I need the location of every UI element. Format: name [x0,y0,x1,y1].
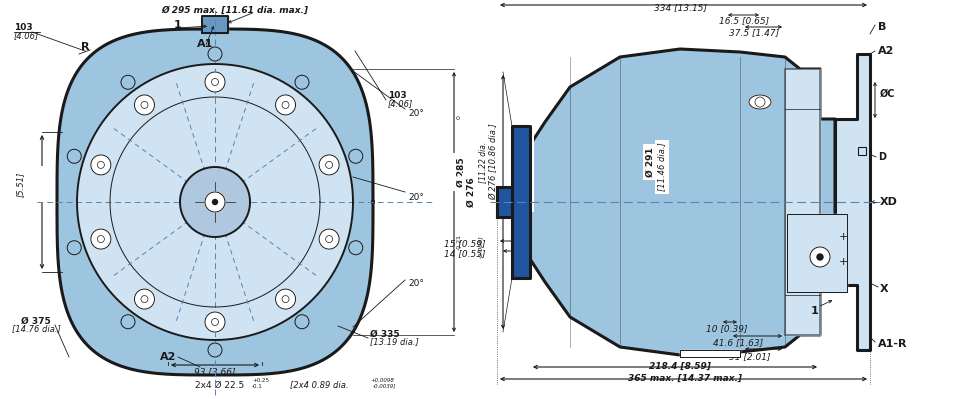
Text: A1: A1 [196,39,213,49]
Text: Ø 375: Ø 375 [21,316,51,326]
Text: 365 max. [14.37 max.]: 365 max. [14.37 max.] [628,374,742,383]
Polygon shape [787,214,847,292]
Text: 14 [0.55]: 14 [0.55] [445,249,486,259]
Circle shape [295,75,309,89]
Circle shape [213,200,218,205]
Polygon shape [180,167,250,237]
Circle shape [208,47,222,61]
Text: Ø 285: Ø 285 [457,157,466,187]
Circle shape [205,192,225,212]
Text: [6.92 dia. ±0.0039]: [6.92 dia. ±0.0039] [523,134,531,209]
Text: 140: 140 [25,175,34,194]
Text: Ø 276 [10.86 dia.]: Ø 276 [10.86 dia.] [489,124,498,200]
Text: D: D [878,152,886,162]
Text: +: + [838,232,848,242]
Text: X: X [880,284,889,294]
Text: [5.51]: [5.51] [16,172,24,197]
Circle shape [91,155,110,175]
Polygon shape [680,350,740,357]
Bar [858,147,866,155]
Circle shape [295,315,309,329]
Circle shape [276,289,295,309]
Text: 103: 103 [388,91,406,101]
Text: +: + [838,257,848,267]
Circle shape [208,343,222,357]
Text: A2: A2 [160,352,176,362]
Text: 93 [3.66]: 93 [3.66] [194,367,235,377]
Text: -0.1: -0.1 [252,383,263,389]
Text: 218.4 [8.59]: 218.4 [8.59] [649,362,711,371]
Ellipse shape [749,95,771,109]
Polygon shape [202,16,228,33]
Circle shape [135,289,154,309]
Text: -0.008]: -0.008] [478,236,483,259]
Text: -0.0039]: -0.0039] [373,383,397,389]
Text: A2: A2 [878,46,894,56]
Circle shape [121,75,135,89]
Circle shape [205,72,225,92]
Circle shape [817,254,823,260]
Circle shape [135,95,154,115]
Text: 2x4 Ø 22.5: 2x4 Ø 22.5 [195,381,244,389]
Circle shape [319,229,339,249]
Polygon shape [785,69,820,335]
Circle shape [349,241,362,255]
Polygon shape [77,64,353,340]
Polygon shape [57,29,373,375]
Polygon shape [497,187,512,217]
Circle shape [121,315,135,329]
Text: 20°: 20° [408,109,424,119]
Text: [11.46 dia.]: [11.46 dia.] [658,142,666,192]
Circle shape [349,149,362,163]
Polygon shape [530,49,835,355]
Text: 20°: 20° [408,280,424,288]
Circle shape [91,229,110,249]
Text: ØC: ØC [880,89,896,99]
Text: +0.25: +0.25 [252,379,269,383]
Text: [11.22 dia.: [11.22 dia. [478,141,487,183]
Text: 15 [0.59]: 15 [0.59] [445,239,486,249]
Text: 0: 0 [457,115,462,119]
Circle shape [319,155,339,175]
Text: 36°: 36° [229,180,245,188]
Polygon shape [512,126,530,278]
Text: [14.76 dia.]: [14.76 dia.] [12,324,61,334]
Text: Ø 291: Ø 291 [646,147,655,177]
Text: B: B [878,22,886,32]
Text: 1: 1 [174,20,182,30]
Text: 1: 1 [811,306,819,316]
Text: Ø 175.7 ±0.1: Ø 175.7 ±0.1 [512,144,521,200]
Text: XD: XD [880,197,898,207]
Circle shape [276,95,295,115]
Text: R: R [81,42,89,52]
Circle shape [67,149,81,163]
Text: 20°: 20° [408,192,424,201]
Text: [13.19 dia.]: [13.19 dia.] [370,338,419,346]
Text: 103: 103 [14,22,32,32]
Text: +: + [808,257,818,267]
Text: 16.5 [0.65]: 16.5 [0.65] [719,16,769,26]
Text: 10 [0.39]: 10 [0.39] [706,324,747,334]
Text: Ø 295 max. [11.61 dia. max.]: Ø 295 max. [11.61 dia. max.] [161,6,309,15]
Circle shape [810,247,830,267]
Circle shape [755,97,765,107]
Text: 334 [13.15]: 334 [13.15] [654,4,706,12]
Text: A1-R: A1-R [878,339,908,349]
Circle shape [67,241,81,255]
Text: Ø 335: Ø 335 [370,330,400,338]
Text: 36°: 36° [185,180,201,188]
Text: Ø 276: Ø 276 [467,177,476,207]
Text: +0.0098: +0.0098 [370,379,394,383]
Polygon shape [835,54,870,350]
Text: 41.6 [1.63]: 41.6 [1.63] [713,338,763,348]
Text: [4.06]: [4.06] [14,32,39,41]
Circle shape [205,312,225,332]
Text: -0.21: -0.21 [457,234,462,250]
Text: [2x4 0.89 dia.: [2x4 0.89 dia. [290,381,349,389]
Text: [4.06]: [4.06] [388,99,413,109]
Text: 51 [2.01]: 51 [2.01] [729,352,771,361]
Text: 36°: 36° [217,257,233,267]
Text: 37.5 [1.47]: 37.5 [1.47] [729,28,779,38]
